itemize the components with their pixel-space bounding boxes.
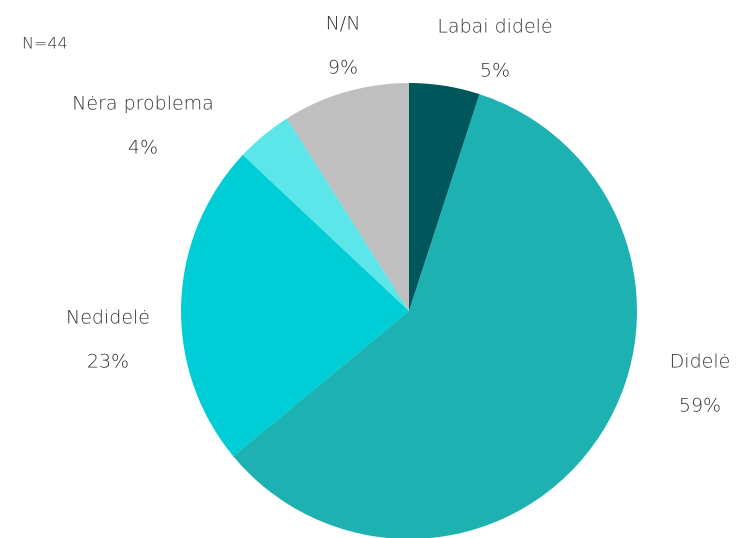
slice-label: N/N xyxy=(326,13,361,35)
pie-slice xyxy=(242,118,409,312)
pie-slice xyxy=(286,83,409,311)
pie-slice xyxy=(409,83,480,311)
value-label: 9% xyxy=(328,57,358,79)
value-label: 5% xyxy=(480,60,510,82)
slice-label: Labai didelė xyxy=(437,16,552,38)
value-label: 59% xyxy=(679,395,721,417)
pie-slice xyxy=(233,94,637,538)
annotation: N=44 xyxy=(22,34,68,53)
value-label: 23% xyxy=(87,351,129,373)
slice-label: Nedidelė xyxy=(66,307,150,329)
pie-slice xyxy=(180,154,409,457)
value-label: 4% xyxy=(128,137,158,159)
slice-label: Nėra problema xyxy=(72,93,214,115)
slice-label: Didelė xyxy=(670,351,731,373)
